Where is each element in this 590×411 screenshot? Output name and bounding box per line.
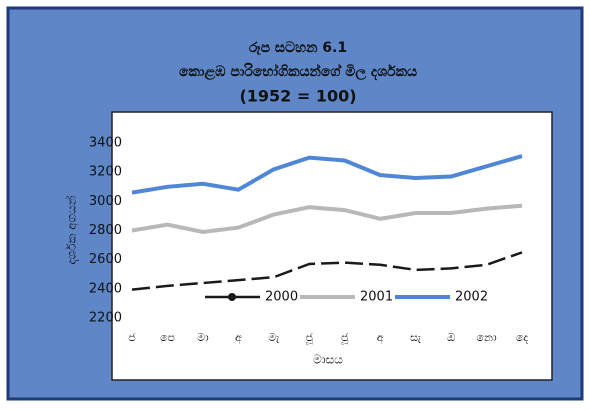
x-tick-label: ඔ [447, 331, 455, 344]
x-tick-label: ජ [128, 331, 136, 344]
series-line [131, 251, 523, 291]
chart-subtitle: කොළඹ පාරිභෝගිකයන්ගේ මිල දර්ශකය [179, 63, 417, 81]
legend-marker [228, 293, 236, 301]
y-tick-label: 2800 [89, 223, 122, 238]
y-axis-label: දර්ශක අගයන් [64, 195, 79, 264]
y-tick-label: 3000 [89, 194, 122, 209]
x-tick-label: සැ [410, 331, 422, 344]
chart-note: (1952 = 100) [239, 87, 356, 106]
x-tick-label: නො [477, 331, 497, 344]
y-tick-label: 2400 [89, 281, 122, 296]
y-tick-label: 3400 [89, 136, 122, 151]
series-line [131, 154, 523, 195]
legend-label: 2000 [265, 290, 298, 305]
x-tick-label: ජූ [305, 331, 314, 344]
x-tick-label: අ [235, 331, 242, 345]
y-tick-label: 3200 [89, 165, 122, 180]
x-tick-label: පෙ [160, 331, 175, 344]
x-tick-label: මා [197, 331, 209, 344]
y-tick-label: 2200 [89, 311, 122, 326]
legend-label: 2001 [360, 290, 393, 305]
x-axis-label: මාසය [313, 353, 343, 367]
x-tick-label: අ [377, 331, 384, 345]
y-tick-label: 2600 [89, 252, 122, 267]
series-line [131, 203, 523, 235]
x-tick-label: ජූ [340, 331, 349, 344]
x-tick-label: දෙ [516, 331, 528, 344]
legend-label: 2002 [455, 290, 488, 305]
chart-title: රූප සටහන 6.1 [249, 40, 347, 56]
x-tick-label: මැ [268, 331, 280, 344]
plot-panel [111, 111, 553, 381]
